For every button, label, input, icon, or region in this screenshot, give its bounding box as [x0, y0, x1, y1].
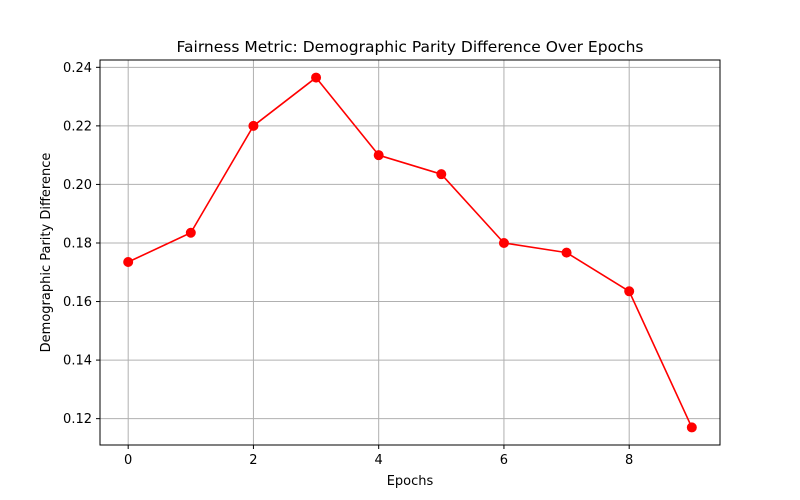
- y-tick-label: 0.18: [63, 236, 92, 251]
- y-tick-label: 0.16: [63, 295, 92, 310]
- data-point: [498, 237, 509, 248]
- data-point: [123, 257, 134, 268]
- x-tick-label: 4: [375, 453, 383, 468]
- data-point: [311, 72, 322, 83]
- x-tick-label: 8: [625, 453, 633, 468]
- series-line: [127, 76, 693, 428]
- data-point: [561, 247, 572, 258]
- chart-title: Fairness Metric: Demographic Parity Diff…: [177, 38, 644, 56]
- y-tick-label: 0.24: [63, 61, 92, 76]
- y-tick-label: 0.12: [63, 412, 92, 427]
- x-tick-label: 6: [500, 453, 508, 468]
- y-tick-label: 0.20: [63, 178, 92, 193]
- data-point: [248, 120, 259, 131]
- axis-ticks: 0 2 4 6 8 0.12 0.14 0.16 0.18 0.20 0.22 0.24: [63, 61, 633, 468]
- data-point: [373, 150, 384, 161]
- x-tick-label: 0: [124, 453, 132, 468]
- series-layer: [123, 72, 697, 433]
- data-point: [624, 286, 635, 297]
- plot-frame: [99, 59, 721, 446]
- data-point: [686, 422, 697, 433]
- grid: [100, 60, 720, 445]
- y-tick-label: 0.22: [63, 119, 92, 134]
- data-point: [185, 227, 196, 238]
- data-point: [436, 169, 447, 180]
- y-axis-label: Demographic Parity Difference: [39, 153, 54, 353]
- x-axis-label: Epochs: [387, 474, 434, 489]
- y-tick-label: 0.14: [63, 354, 92, 369]
- x-tick-label: 2: [249, 453, 257, 468]
